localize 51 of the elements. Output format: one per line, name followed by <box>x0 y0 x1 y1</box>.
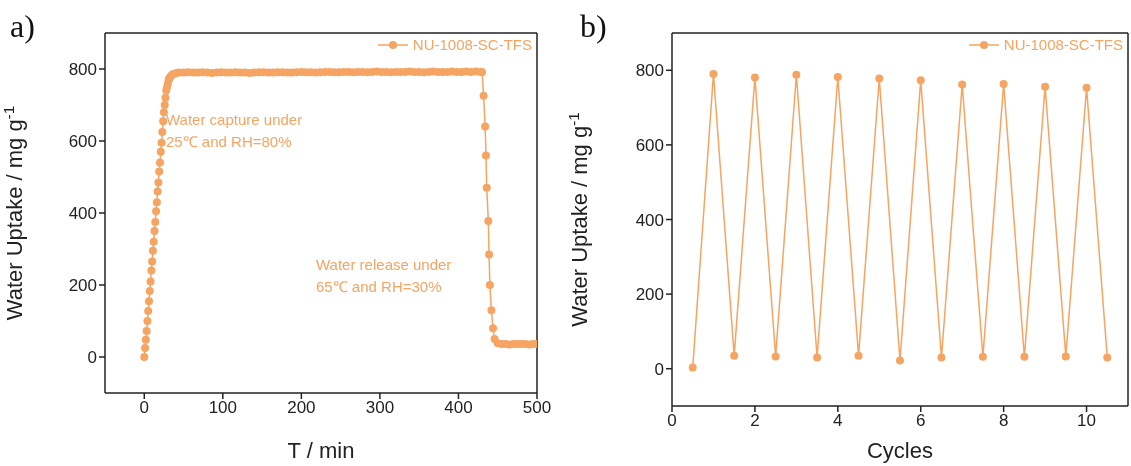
legend-label: NU-1008-SC-TFS <box>412 36 532 53</box>
x-tick-label: 500 <box>522 398 552 418</box>
point <box>730 351 739 360</box>
point <box>896 356 904 365</box>
y-tick-label: 200 <box>68 276 97 296</box>
x-axis-title: T / min <box>287 438 355 463</box>
y-tick-label: 0 <box>654 359 664 379</box>
point <box>1020 352 1029 361</box>
x-tick-label: 300 <box>365 398 395 418</box>
point <box>978 352 987 361</box>
x-tick-label: 200 <box>287 398 316 418</box>
point <box>875 74 884 83</box>
x-tick-label: 400 <box>444 398 473 418</box>
x-tick-label: 8 <box>998 411 1009 431</box>
point <box>916 76 925 85</box>
point <box>999 80 1008 89</box>
y-tick-label: 800 <box>68 60 97 80</box>
x-tick-label: 100 <box>208 398 238 418</box>
point <box>958 80 967 89</box>
annotation: Water release under 65℃ and RH=30% <box>316 255 452 297</box>
point <box>1103 353 1112 362</box>
x-tick-label: 2 <box>750 411 760 431</box>
y-tick-label: 600 <box>68 132 97 152</box>
point <box>792 70 801 79</box>
x-tick-label: 0 <box>139 398 150 418</box>
x-tick-label: 4 <box>833 411 843 431</box>
y-tick-label: 800 <box>635 61 664 81</box>
x-tick-label: 10 <box>1077 411 1097 431</box>
y-tick-label: 400 <box>635 210 664 230</box>
point <box>1082 83 1091 92</box>
y-tick-label: 600 <box>635 135 664 155</box>
point <box>688 363 697 372</box>
point <box>1061 352 1070 361</box>
y-tick-label: 200 <box>635 285 664 305</box>
chart-title: b) <box>580 8 607 45</box>
point <box>750 73 759 82</box>
point <box>709 70 718 79</box>
point <box>937 353 946 362</box>
point <box>1041 82 1050 91</box>
x-tick-label: 6 <box>915 411 926 431</box>
point <box>854 351 863 360</box>
annotation: Water capture under 25℃ and RH=80% <box>166 110 303 152</box>
y-tick-label: 400 <box>68 204 97 224</box>
point <box>833 73 842 82</box>
point <box>813 353 822 362</box>
y-tick-label: 0 <box>87 348 97 368</box>
point <box>771 352 780 361</box>
x-tick-label: 0 <box>667 411 677 431</box>
x-axis-title: Cycles <box>866 438 934 463</box>
legend-label: NU-1008-SC-TFS <box>1003 36 1123 53</box>
chart-title: a) <box>10 8 35 45</box>
